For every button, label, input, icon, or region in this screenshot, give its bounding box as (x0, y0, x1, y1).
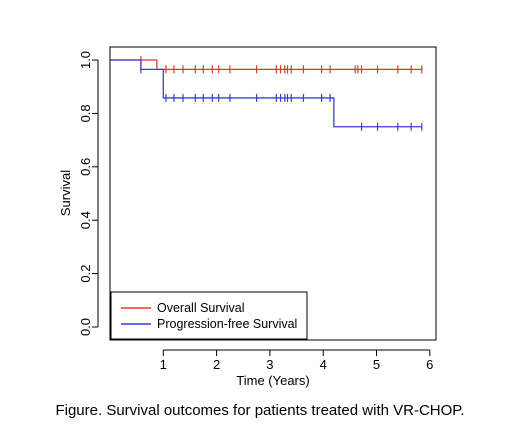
y-tick-label: 0.6 (78, 158, 93, 176)
series-line (110, 59, 422, 128)
series-progression-free-survival (110, 59, 423, 131)
legend-label: Progression-free Survival (157, 317, 297, 331)
x-tick-label: 1 (160, 357, 167, 372)
figure-caption: Figure. Survival outcomes for patients t… (55, 402, 465, 419)
x-tick-label: 5 (373, 357, 380, 372)
series-line (110, 59, 422, 70)
legend-label: Overall Survival (157, 301, 245, 315)
x-tick-label: 4 (320, 357, 327, 372)
plot-frame (109, 46, 437, 341)
y-tick-label: 0.8 (78, 104, 93, 122)
x-tick-label: 2 (213, 357, 220, 372)
series-overall-survival (110, 56, 423, 74)
x-tick-label: 6 (426, 357, 433, 372)
x-axis-label: Time (Years) (236, 373, 309, 388)
y-tick-label: 0.4 (78, 211, 93, 229)
x-tick-label: 3 (266, 357, 273, 372)
y-tick-label: 1.0 (78, 51, 93, 69)
plot-area (110, 56, 423, 131)
axes: 1 2 3 4 5 6 Time (Years) 0.0 0.2 0.4 0.6 0.8 1.0 Surv… (58, 46, 437, 388)
y-axis-label: Survival (58, 170, 73, 216)
y-tick-label: 0.0 (78, 318, 93, 336)
survival-chart: 1 2 3 4 5 6 Time (Years) 0.0 0.2 0.4 0.6 0.8 1.0 Surv… (58, 46, 437, 388)
legend: Overall Survival Progression-free Surviva… (110, 291, 308, 340)
y-tick-label: 0.2 (78, 265, 93, 283)
legend-box (110, 291, 308, 340)
